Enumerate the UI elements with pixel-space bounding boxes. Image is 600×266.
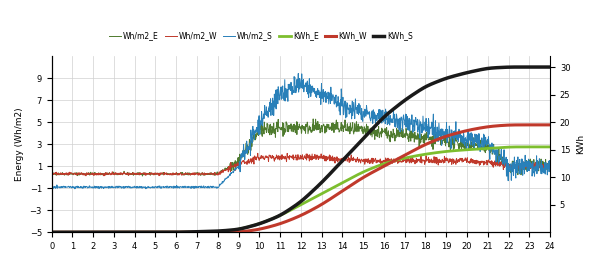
KWh_E (159, 231, 166, 234)
Wh/m2_E (215, 173, 222, 176)
Wh/m2_S (48, 187, 55, 190)
KWh_S (215, 230, 222, 233)
Wh/m2_E (147, 172, 154, 176)
Line: KWh_E: KWh_E (52, 147, 550, 232)
KWh_E (533, 145, 540, 148)
Wh/m2_S (547, 166, 554, 169)
KWh_W (443, 134, 451, 138)
Line: Wh/m2_E: Wh/m2_E (52, 119, 550, 176)
Wh/m2_S (159, 185, 166, 189)
KWh_E (487, 147, 494, 150)
Line: KWh_S: KWh_S (52, 67, 550, 232)
KWh_W (378, 166, 385, 169)
Wh/m2_W (159, 172, 166, 175)
KWh_W (147, 231, 154, 234)
Wh/m2_S (215, 186, 222, 189)
KWh_W (547, 123, 554, 126)
KWh_W (215, 231, 222, 234)
Y-axis label: KWh: KWh (576, 134, 585, 154)
Wh/m2_E (310, 117, 317, 120)
Wh/m2_W (48, 172, 55, 175)
Wh/m2_E (444, 140, 451, 143)
KWh_S (443, 77, 451, 80)
Wh/m2_S (147, 186, 154, 189)
KWh_W (533, 123, 540, 126)
Wh/m2_E (48, 172, 55, 175)
Wh/m2_E (139, 174, 146, 178)
Y-axis label: Energy (Wh/m2): Energy (Wh/m2) (15, 107, 24, 181)
Wh/m2_W (547, 165, 554, 168)
Wh/m2_E (547, 162, 554, 165)
KWh_S (48, 231, 55, 234)
KWh_E (378, 163, 385, 166)
KWh_W (48, 231, 55, 234)
Wh/m2_W (147, 173, 154, 176)
KWh_S (487, 66, 494, 70)
Wh/m2_W (444, 157, 451, 160)
KWh_S (159, 231, 166, 234)
Wh/m2_W (215, 173, 222, 176)
KWh_E (147, 231, 154, 234)
Wh/m2_W (100, 174, 107, 177)
Line: Wh/m2_S: Wh/m2_S (52, 73, 550, 189)
Wh/m2_W (379, 161, 386, 165)
KWh_E (547, 145, 554, 148)
Wh/m2_W (254, 152, 262, 155)
Line: KWh_W: KWh_W (52, 125, 550, 232)
Wh/m2_S (444, 128, 451, 131)
KWh_E (48, 231, 55, 234)
Line: Wh/m2_W: Wh/m2_W (52, 153, 550, 176)
Wh/m2_E (488, 145, 495, 148)
Wh/m2_S (379, 117, 386, 120)
Wh/m2_W (488, 163, 495, 167)
Wh/m2_E (379, 128, 386, 131)
KWh_W (487, 125, 494, 128)
KWh_W (159, 231, 166, 234)
KWh_S (378, 118, 385, 121)
KWh_S (547, 65, 554, 69)
Wh/m2_S (71, 187, 79, 190)
Wh/m2_S (488, 147, 495, 150)
Legend: Wh/m2_E, Wh/m2_W, Wh/m2_S, KWh_E, KWh_W, KWh_S: Wh/m2_E, Wh/m2_W, Wh/m2_S, KWh_E, KWh_W,… (106, 28, 416, 43)
Wh/m2_E (159, 172, 166, 175)
Wh/m2_S (295, 72, 302, 75)
KWh_S (147, 231, 154, 234)
KWh_E (443, 150, 451, 153)
KWh_S (526, 65, 533, 69)
KWh_E (215, 230, 222, 234)
